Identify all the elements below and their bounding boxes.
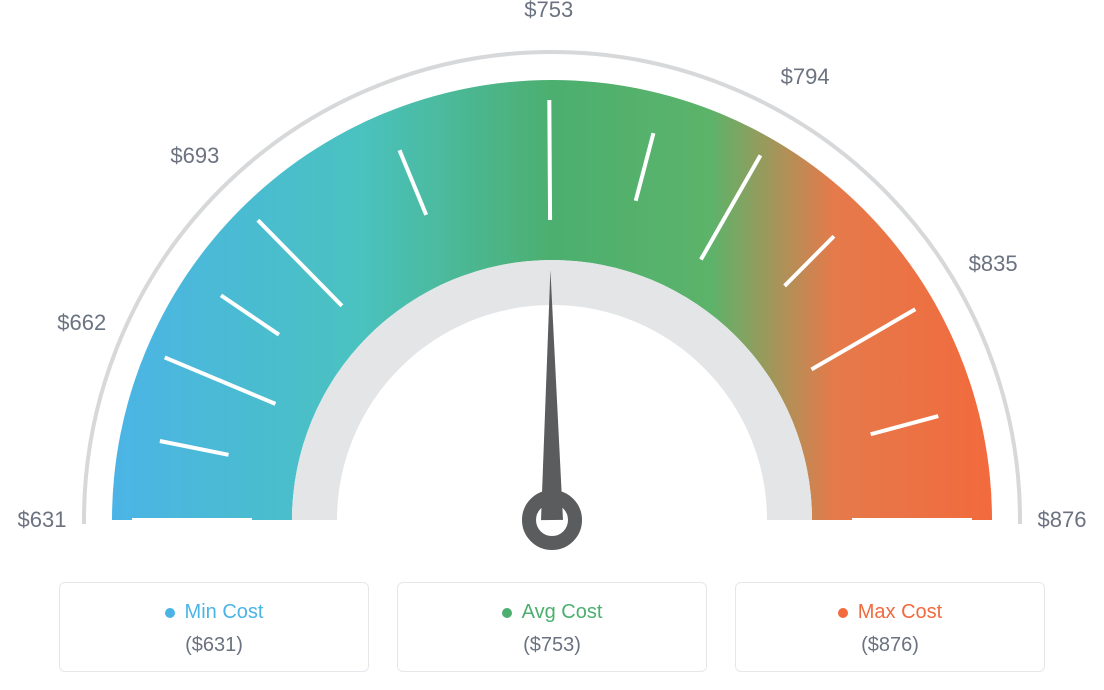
gauge-tick-label: $876 bbox=[1038, 507, 1087, 533]
legend-value-max: ($876) bbox=[746, 634, 1034, 657]
legend-card-min: Min Cost ($631) bbox=[59, 582, 369, 672]
legend-dot-avg bbox=[502, 608, 512, 618]
gauge-tick-label: $753 bbox=[524, 0, 573, 23]
gauge-tick-label: $662 bbox=[57, 310, 106, 336]
legend-value-avg: ($753) bbox=[408, 634, 696, 657]
legend-card-avg: Avg Cost ($753) bbox=[397, 582, 707, 672]
legend-row: Min Cost ($631) Avg Cost ($753) Max Cost… bbox=[0, 582, 1104, 672]
legend-value-min: ($631) bbox=[70, 634, 358, 657]
gauge-tick-label: $631 bbox=[18, 507, 67, 533]
gauge-tick-label: $794 bbox=[781, 64, 830, 90]
legend-title-avg: Avg Cost bbox=[502, 601, 603, 624]
gauge-tick-label: $835 bbox=[969, 251, 1018, 277]
legend-label-min: Min Cost bbox=[185, 601, 264, 624]
gauge-tick-label: $693 bbox=[170, 143, 219, 169]
legend-title-max: Max Cost bbox=[838, 601, 942, 624]
legend-label-avg: Avg Cost bbox=[522, 601, 603, 624]
legend-dot-max bbox=[838, 608, 848, 618]
legend-dot-min bbox=[165, 608, 175, 618]
gauge-svg bbox=[0, 0, 1104, 560]
legend-card-max: Max Cost ($876) bbox=[735, 582, 1045, 672]
cost-gauge: $631 $662 $693 $753 $794 $835 $876 bbox=[0, 0, 1104, 560]
legend-label-max: Max Cost bbox=[858, 601, 942, 624]
legend-title-min: Min Cost bbox=[165, 601, 264, 624]
